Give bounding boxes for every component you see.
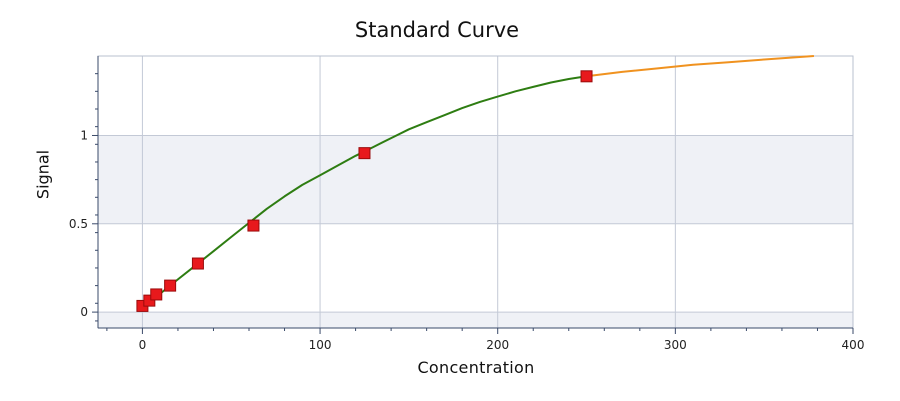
plot-band bbox=[98, 135, 853, 224]
x-axis-label: Concentration bbox=[417, 358, 535, 377]
data-point bbox=[150, 288, 163, 301]
x-tick-label: 300 bbox=[664, 338, 687, 352]
data-point bbox=[164, 279, 177, 292]
plot-band bbox=[98, 312, 853, 328]
data-point bbox=[580, 70, 593, 83]
x-tick-label: 200 bbox=[486, 338, 509, 352]
data-point bbox=[191, 257, 204, 270]
y-tick-label: 1 bbox=[80, 128, 88, 142]
x-tick-label: 0 bbox=[139, 338, 147, 352]
extrapolation-curve bbox=[586, 55, 814, 78]
y-tick-label: 0.5 bbox=[69, 217, 88, 231]
data-point bbox=[247, 219, 260, 232]
chart-title: Standard Curve bbox=[354, 18, 520, 42]
x-tick-label: 100 bbox=[309, 338, 332, 352]
x-tick-label: 400 bbox=[842, 338, 865, 352]
data-point bbox=[143, 294, 156, 307]
data-point bbox=[358, 147, 371, 160]
y-tick-label: 0 bbox=[80, 305, 88, 319]
